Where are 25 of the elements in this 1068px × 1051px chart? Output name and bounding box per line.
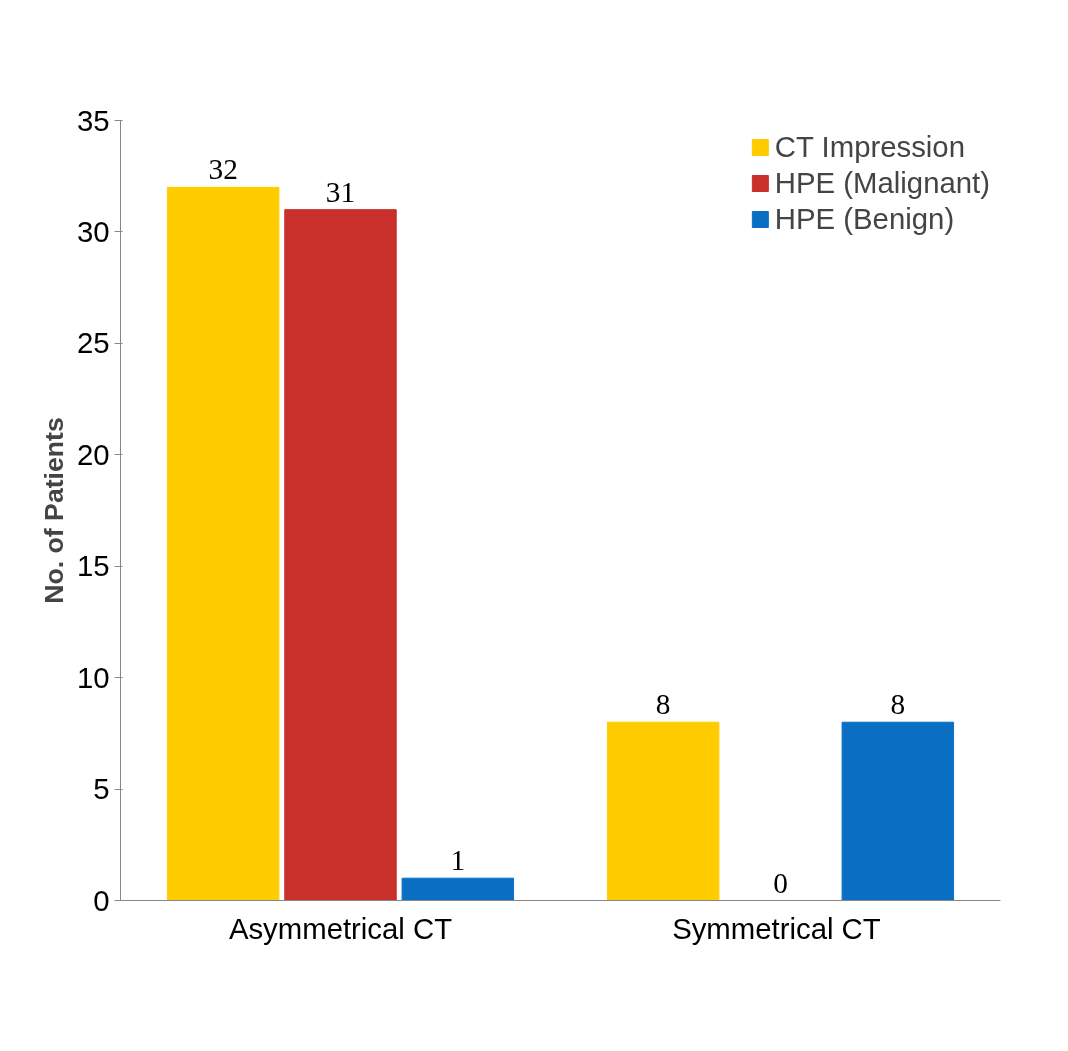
data-label: 31	[325, 175, 356, 208]
bar	[284, 209, 397, 901]
y-tick-label: 30	[76, 214, 110, 248]
legend-label: CT Impression	[774, 130, 965, 164]
data-label: 32	[208, 153, 238, 186]
bar	[606, 721, 720, 901]
y-tick-label: 0	[93, 883, 110, 917]
data-label: 8	[655, 688, 671, 721]
y-tick-label: 20	[76, 437, 110, 471]
bar	[401, 877, 515, 901]
bar	[841, 721, 955, 901]
legend-label: HPE (Benign)	[774, 202, 955, 236]
y-tick-label: 25	[76, 326, 110, 360]
x-tick-label: Symmetrical CT	[672, 911, 881, 945]
legend-label: HPE (Malignant)	[774, 166, 990, 200]
y-tick-label: 15	[76, 549, 110, 583]
y-tick-label: 5	[93, 772, 110, 806]
data-label: 8	[890, 688, 906, 721]
x-tick-label: Asymmetrical CT	[228, 911, 453, 945]
y-tick-label: 35	[76, 103, 110, 137]
bar	[166, 186, 280, 901]
y-tick-label: 10	[76, 660, 110, 694]
data-label: 0	[773, 866, 788, 899]
data-label: 1	[450, 844, 466, 877]
y-axis-title: No. of Patients	[38, 417, 69, 604]
